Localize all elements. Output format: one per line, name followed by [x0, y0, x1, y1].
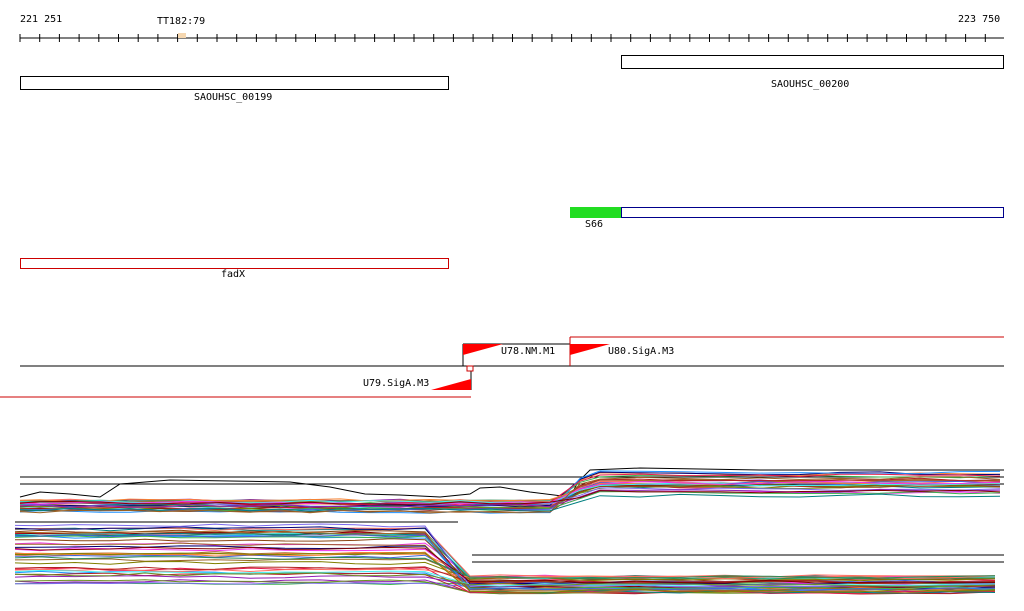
s66-fill[interactable]: [570, 207, 622, 218]
s66-label: S66: [585, 219, 604, 230]
u79-marker[interactable]: [466, 365, 474, 372]
u79-promoter-flag[interactable]: [431, 379, 471, 390]
reverse-expression-trace: [14, 566, 996, 585]
u78-promoter-flag[interactable]: [463, 344, 503, 355]
forward-expression-trace: [19, 493, 1001, 512]
s66-outline[interactable]: [621, 207, 1004, 218]
gene-saouhsc-00200[interactable]: [621, 55, 1004, 69]
gene-label-saouhsc-00199: SAOUHSC_00199: [194, 92, 273, 103]
u78-label: U78.NM.M1: [501, 346, 556, 357]
reverse-expression-trace: [14, 547, 996, 585]
ruler-marker-label[interactable]: TT182:79: [157, 16, 206, 27]
fadx-label: fadX: [221, 269, 246, 280]
forward-expression-trace: [19, 489, 1001, 505]
gene-saouhsc-00199[interactable]: [20, 76, 449, 90]
forward-expression-trace: [19, 476, 1001, 514]
forward-expression-trace: [19, 481, 1001, 505]
forward-expression-panel: [19, 467, 1004, 514]
ruler-axis: [19, 33, 1004, 42]
reverse-expression-panel: [14, 521, 1004, 595]
reverse-expression-trace: [14, 523, 996, 588]
upper-reference-trace: [19, 467, 1004, 498]
fadx-feature[interactable]: [20, 258, 449, 269]
ruler-start-label: 221 251: [20, 14, 63, 25]
ruler-end-label: 223 750: [958, 14, 1001, 25]
gene-label-saouhsc-00200: SAOUHSC_00200: [771, 79, 850, 90]
reverse-expression-trace: [14, 534, 996, 592]
forward-expression-trace: [19, 482, 1001, 504]
ruler-marker[interactable]: [178, 33, 186, 38]
reverse-expression-trace: [14, 556, 996, 580]
u80-label: U80.SigA.M3: [608, 346, 675, 357]
forward-expression-trace: [19, 488, 1001, 508]
u80-promoter-flag[interactable]: [570, 344, 610, 355]
reverse-expression-trace: [14, 572, 996, 587]
reverse-expression-trace: [15, 552, 996, 593]
reverse-expression-trace: [14, 546, 995, 584]
u79-label: U79.SigA.M3: [363, 378, 430, 389]
reverse-expression-trace: [14, 535, 996, 591]
